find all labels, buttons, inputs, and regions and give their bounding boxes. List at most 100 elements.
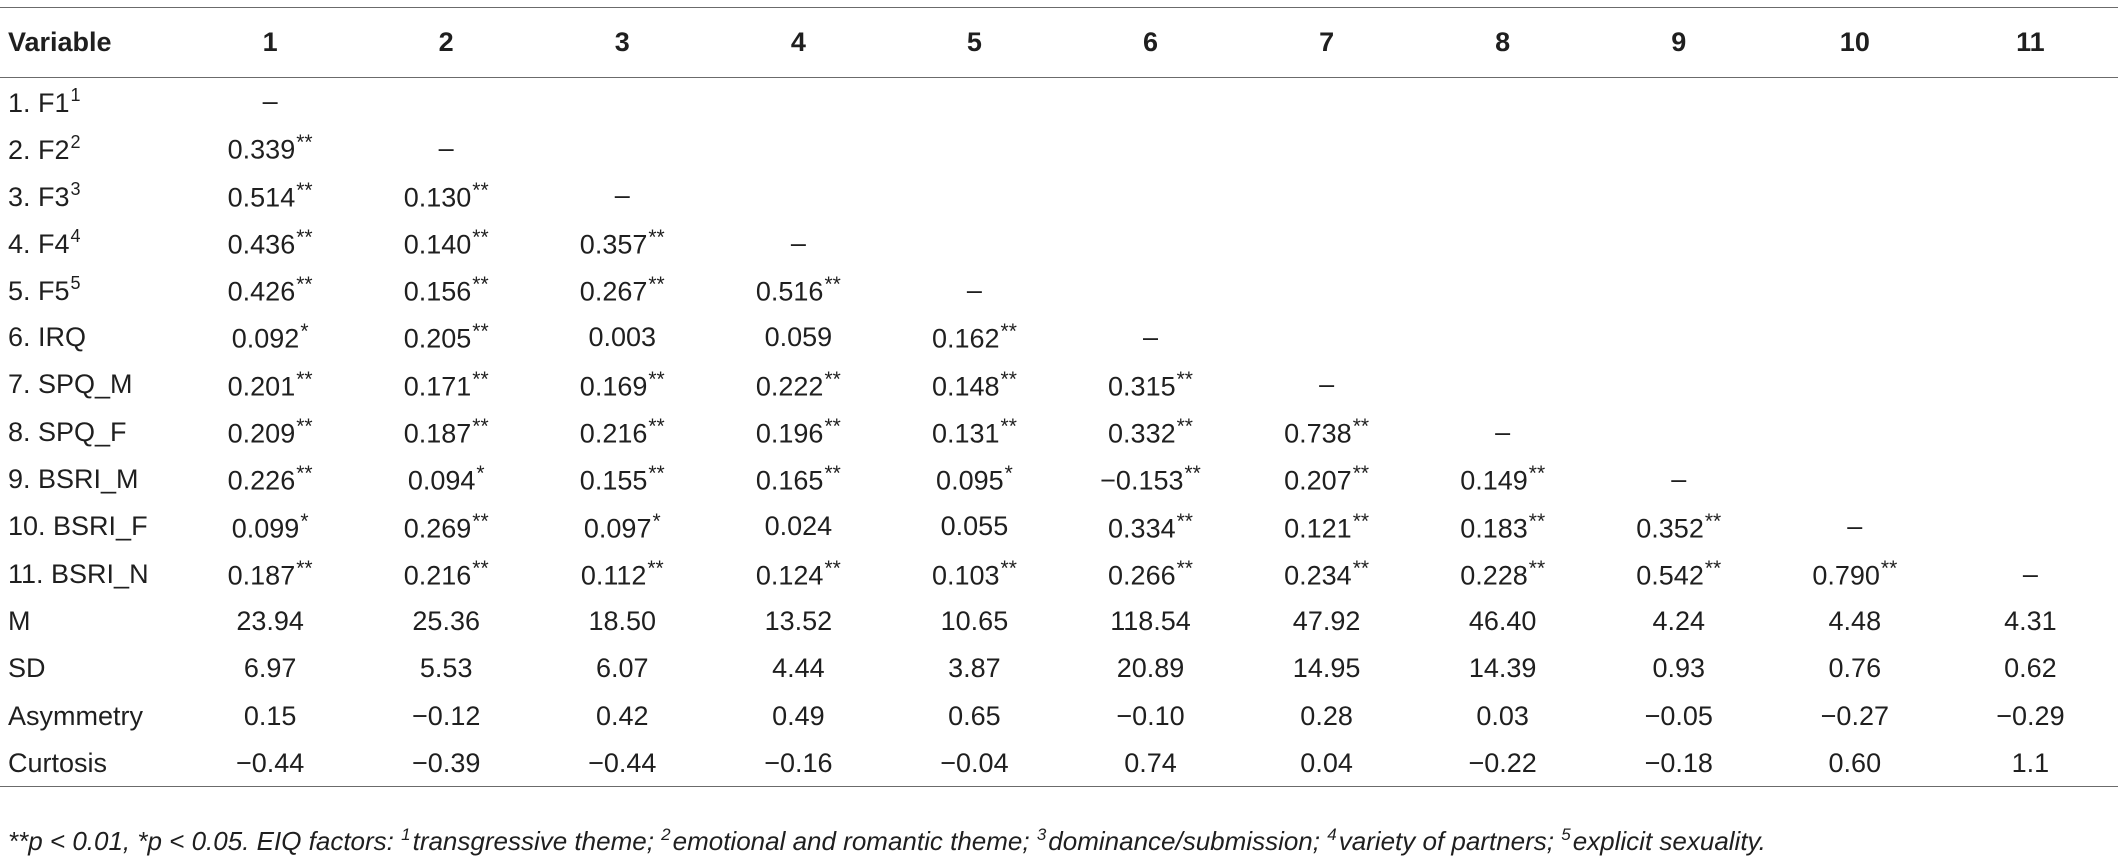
- table-cell: 0.426**: [182, 267, 358, 314]
- table-cell: 0.196**: [710, 409, 886, 456]
- table-cell: [1591, 219, 1767, 266]
- table-cell: 0.222**: [710, 361, 886, 408]
- table-cell: [1591, 361, 1767, 408]
- cell-value: 0.267: [579, 276, 648, 307]
- cell-value: 47.92: [1292, 605, 1361, 636]
- cell-value: 0.516: [755, 276, 824, 307]
- significance-marker: **: [647, 556, 664, 580]
- table-cell: [1943, 503, 2118, 550]
- table-cell: 0.790**: [1767, 550, 1943, 597]
- row-label: 4. F44: [0, 219, 182, 266]
- table-cell: 0.228**: [1415, 550, 1591, 597]
- table-row: 2. F22 0.339** –: [0, 125, 2118, 172]
- significance-marker: **: [1352, 462, 1370, 486]
- table-row: Curtosis −0.44 −0.39 −0.44 −0.16 −0.04 0.74 0.0…: [0, 739, 2118, 788]
- significance-marker: **: [472, 320, 489, 344]
- table-cell: 0.155**: [534, 456, 710, 503]
- significance-marker: **: [296, 131, 313, 155]
- table-cell: −0.153**: [1062, 456, 1238, 503]
- significance-marker: **: [824, 556, 841, 580]
- significance-marker: **: [1000, 415, 1017, 438]
- cell-value: 0.130: [403, 181, 472, 212]
- table-cell: 23.94: [182, 598, 358, 645]
- cell-value: 0.357: [579, 229, 648, 260]
- footnote-text: explicit sexuality.: [1572, 826, 1766, 857]
- table-cell: 0.148**: [886, 361, 1062, 408]
- cell-value: 0.266: [1108, 560, 1176, 591]
- significance-marker: **: [472, 225, 489, 249]
- table-cell: 0.187**: [358, 409, 534, 456]
- table-cell: 0.339**: [182, 125, 358, 172]
- significance-marker: **: [648, 462, 665, 486]
- table-cell: 0.315**: [1062, 361, 1238, 408]
- table-cell: 0.42: [534, 692, 710, 739]
- cell-value: –: [2022, 558, 2038, 589]
- significance-marker: *: [476, 462, 485, 486]
- cell-value: 6.97: [243, 653, 297, 684]
- significance-marker: **: [472, 556, 489, 580]
- cell-value: 0.155: [579, 465, 648, 496]
- table-cell: [710, 172, 886, 219]
- table-cell: [1415, 219, 1591, 266]
- significance-marker: **: [1000, 367, 1017, 391]
- table-row: 9. BSRI_M 0.226** 0.094* 0.155** 0.165** 0.09…: [0, 456, 2118, 503]
- table-cell: −0.12: [358, 692, 534, 739]
- table-cell: –: [1767, 503, 1943, 550]
- table-cell: [886, 125, 1062, 172]
- table-cell: [1943, 361, 2118, 408]
- row-label: M: [0, 598, 182, 645]
- table-row: 7. SPQ_M 0.201** 0.171** 0.169** 0.222** 0.14…: [0, 361, 2118, 408]
- cell-value: 1.1: [2011, 747, 2050, 778]
- cell-value: −0.04: [940, 747, 1009, 778]
- row-label-text: 1. F1: [8, 87, 70, 118]
- footnote-superscript: 3: [1036, 825, 1047, 844]
- cell-value: −0.39: [412, 747, 481, 778]
- table-cell: [1767, 125, 1943, 172]
- table-row: 10. BSRI_F 0.099* 0.269** 0.097* 0.024 0.055 0…: [0, 503, 2118, 550]
- column-header-6: 6: [1062, 7, 1239, 78]
- table-cell: 0.003: [534, 314, 710, 361]
- table-cell: 0.140**: [358, 219, 534, 266]
- footnote-text: emotional and romantic theme;: [672, 826, 1037, 857]
- table-cell: 0.03: [1415, 692, 1591, 739]
- cell-value: 0.42: [595, 700, 649, 731]
- cell-value: 14.95: [1292, 653, 1361, 684]
- table-cell: [358, 78, 534, 125]
- row-label-text: 3. F3: [8, 181, 70, 212]
- table-cell: 0.266**: [1062, 550, 1238, 597]
- column-header-4: 4: [710, 7, 887, 78]
- row-label-text: 7. SPQ_M: [8, 369, 133, 400]
- cell-value: 0.28: [1300, 700, 1353, 731]
- cell-value: –: [438, 132, 454, 163]
- table-cell: 0.130**: [358, 172, 534, 219]
- row-label: 11. BSRI_N: [0, 550, 182, 597]
- table-cell: 5.53: [358, 645, 534, 692]
- cell-value: 0.352: [1636, 513, 1704, 544]
- table-cell: 0.103**: [886, 550, 1062, 597]
- cell-value: 0.187: [227, 560, 296, 591]
- cell-value: –: [1319, 369, 1335, 400]
- table-cell: 0.15: [182, 692, 358, 739]
- cell-value: 23.94: [236, 605, 304, 636]
- table-cell: 0.121**: [1239, 503, 1415, 550]
- column-header-3: 3: [534, 7, 711, 78]
- cell-value: –: [614, 180, 630, 211]
- table-cell: 0.334**: [1062, 503, 1238, 550]
- table-cell: [1767, 219, 1943, 266]
- row-label-text: 10. BSRI_F: [8, 511, 148, 542]
- row-label: SD: [0, 645, 182, 692]
- table-cell: 13.52: [710, 598, 886, 645]
- cell-value: 0.112: [580, 560, 647, 591]
- table-cell: 6.97: [182, 645, 358, 692]
- significance-marker: **: [824, 367, 841, 391]
- table-cell: 14.95: [1239, 645, 1415, 692]
- row-label-superscript: 5: [70, 273, 81, 294]
- cell-value: 0.93: [1652, 653, 1706, 684]
- cell-value: 46.40: [1468, 605, 1537, 636]
- cell-value: 5.53: [419, 653, 473, 684]
- cell-value: 0.228: [1460, 560, 1528, 591]
- table-cell: [1415, 267, 1591, 314]
- table-row: M 23.94 25.36 18.50 13.52 10.65 118.54 47.92 46.…: [0, 598, 2118, 645]
- significance-marker: **: [1000, 556, 1017, 580]
- table-cell: [1062, 78, 1238, 125]
